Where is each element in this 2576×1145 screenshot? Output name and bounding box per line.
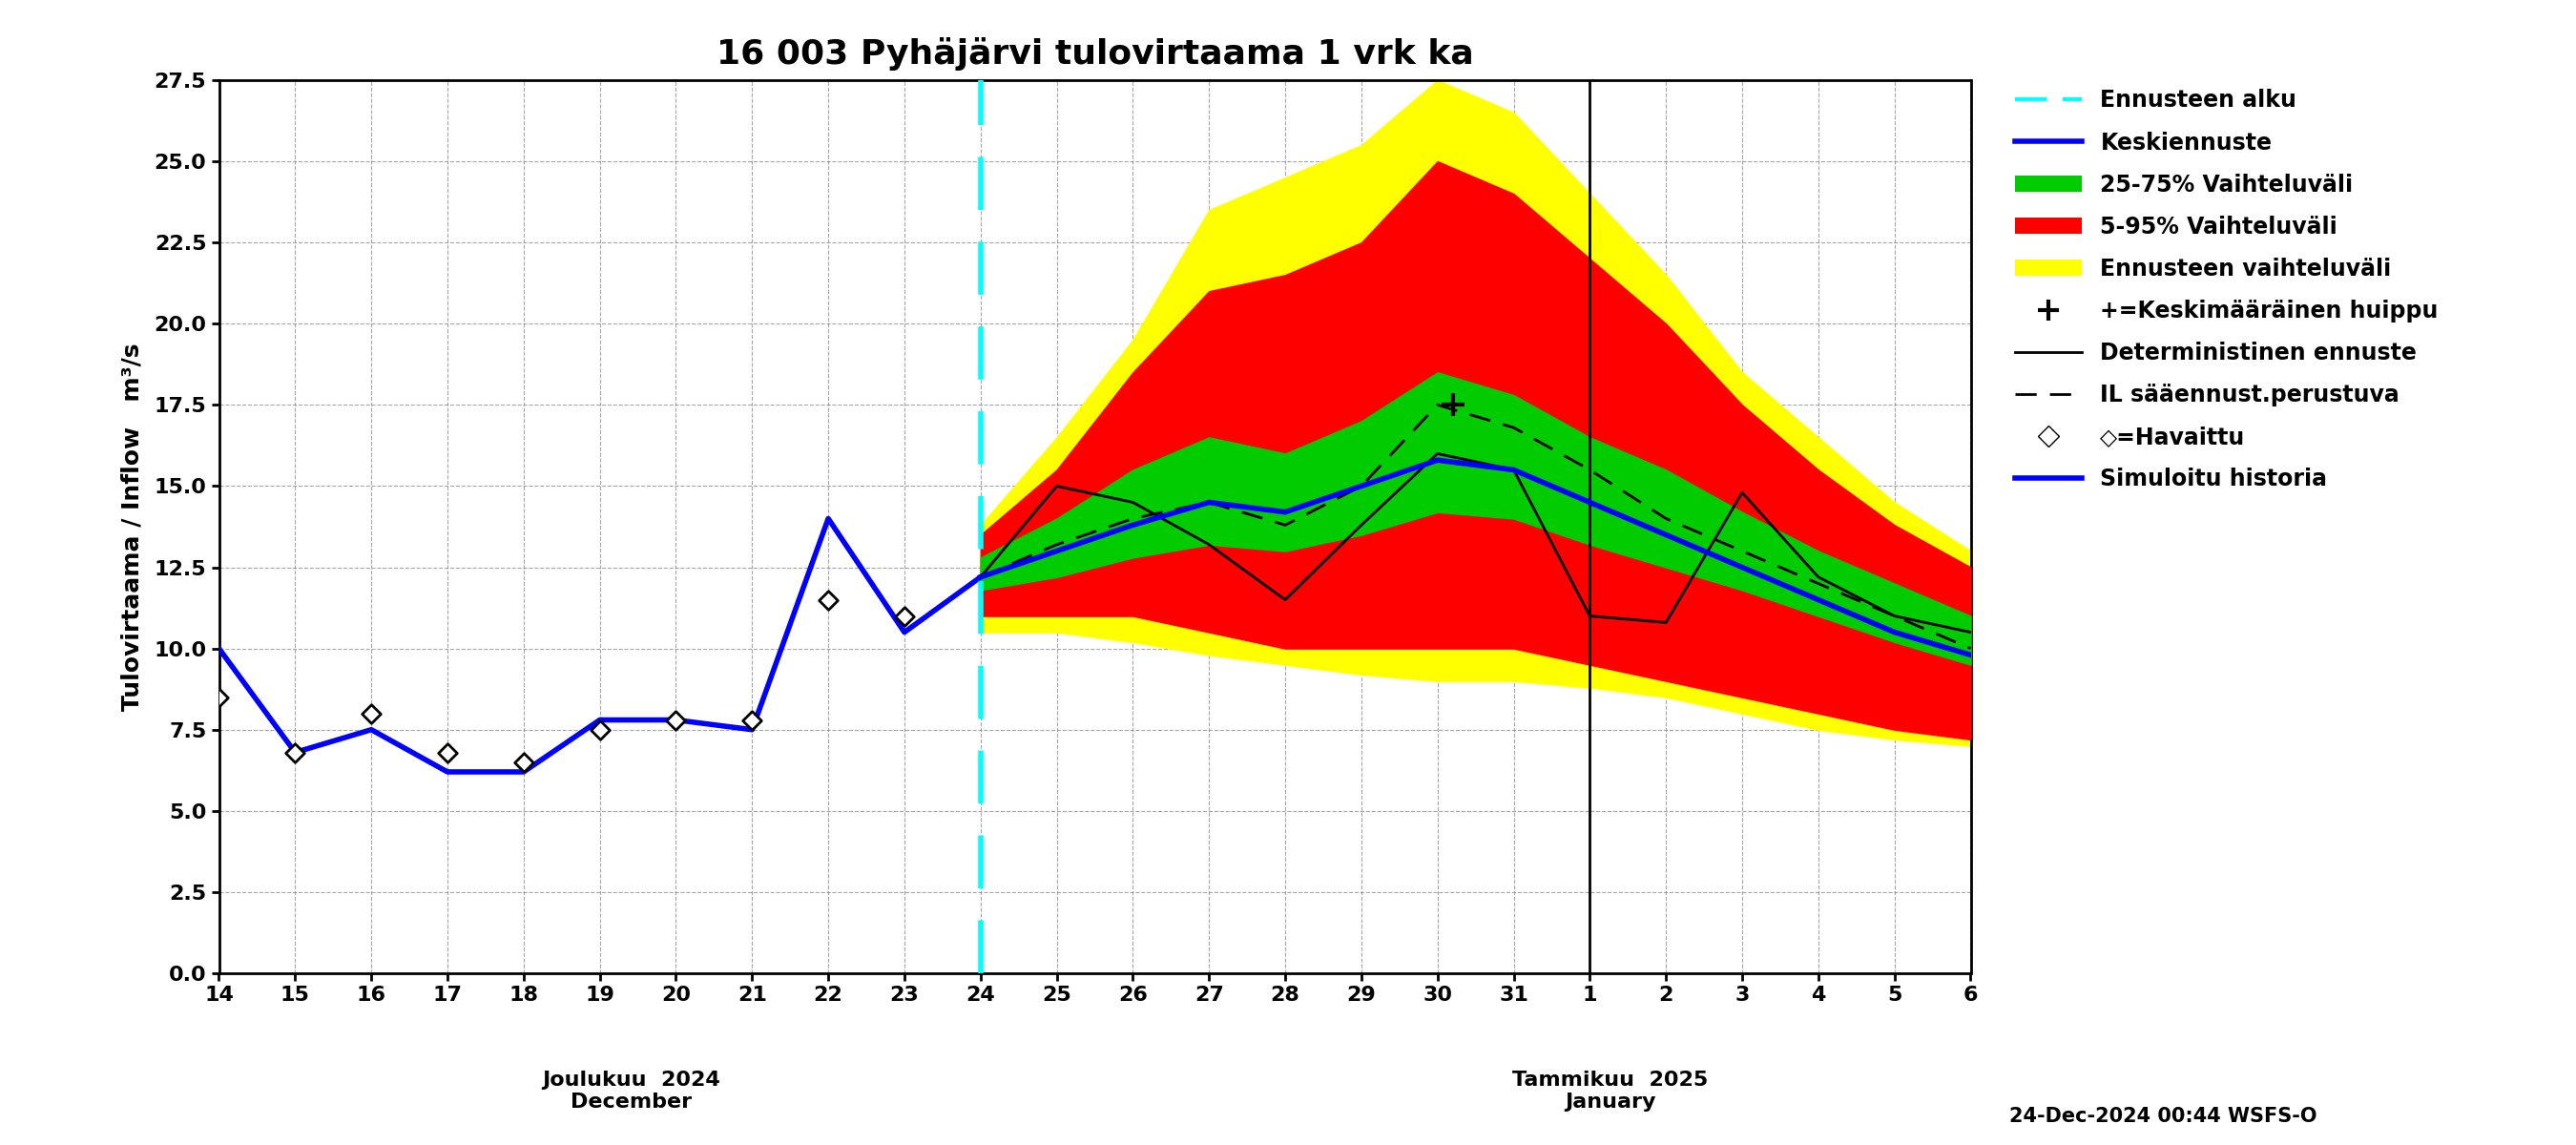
Point [276,743,317,761]
Text: Joulukuu  2024
December: Joulukuu 2024 December [541,1071,721,1112]
Point [809,591,850,609]
Point [502,753,544,772]
Point [428,743,469,761]
Point [654,711,696,729]
Text: Tammikuu  2025
January: Tammikuu 2025 January [1512,1071,1708,1112]
Point [1432,396,1473,414]
Legend: Ennusteen alku, Keskiennuste, 25-75% Vaihteluväli, 5-95% Vaihteluväli, Ennusteen: Ennusteen alku, Keskiennuste, 25-75% Vai… [2007,80,2447,499]
Title: 16 003 Pyhäjärvi tulovirtaama 1 vrk ka: 16 003 Pyhäjärvi tulovirtaama 1 vrk ka [716,38,1473,71]
Point [198,688,240,706]
Point [350,704,392,722]
Point [884,607,925,625]
Point [732,711,773,729]
Text: 24-Dec-2024 00:44 WSFS-O: 24-Dec-2024 00:44 WSFS-O [2009,1107,2316,1126]
Point [580,720,621,739]
Y-axis label: Tulovirtaama / Inflow   m³/s: Tulovirtaama / Inflow m³/s [121,342,144,711]
